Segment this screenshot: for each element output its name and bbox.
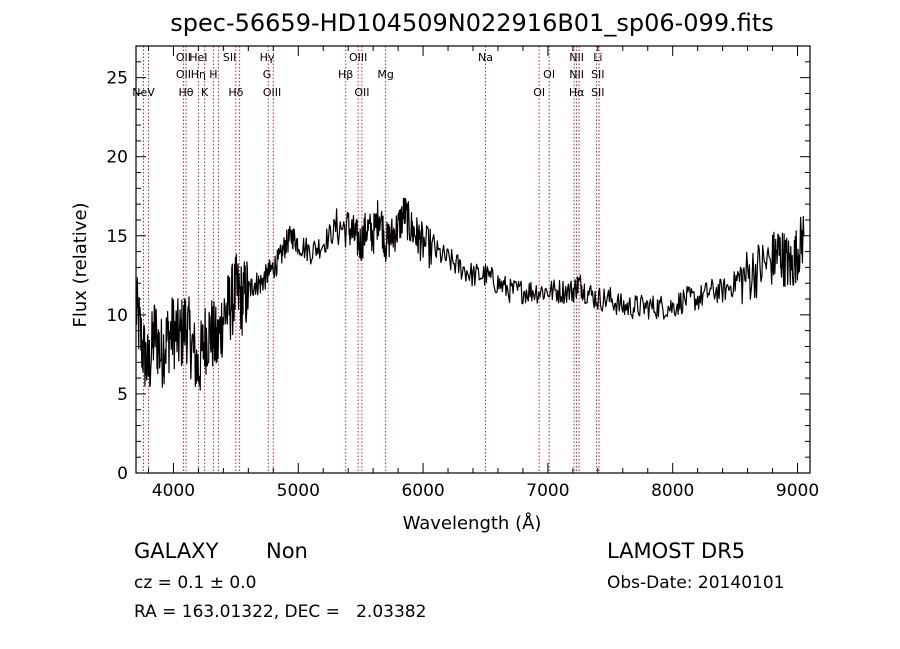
line-label: Hβ [338, 68, 353, 81]
line-label: Li [593, 51, 602, 64]
line-label: H [209, 68, 217, 81]
x-tick-label: 8000 [651, 481, 694, 501]
y-axis-label: Flux (relative) [70, 202, 91, 327]
line-label: HeI [189, 51, 207, 64]
line-label: Hγ [260, 51, 275, 64]
line-label: Na [478, 51, 493, 64]
line-label: K [201, 86, 209, 99]
x-tick-label: 6000 [401, 481, 444, 501]
y-tick-label: 5 [117, 385, 128, 405]
emission-line-labels: NeV OII OII Hθ HeI Hη KH SII Hδ Hγ G OIII Hβ OIII OII M… [132, 51, 604, 99]
x-tick-label: 4000 [152, 481, 195, 501]
line-label: OI [543, 68, 555, 81]
line-label: SII [591, 68, 604, 81]
line-label: G [263, 68, 272, 81]
object-class: GALAXY [134, 539, 219, 563]
y-tick-label: 15 [106, 227, 128, 247]
line-label: NII [569, 68, 584, 81]
x-tick-label: 9000 [776, 481, 819, 501]
line-label: OIII [263, 86, 281, 99]
survey-name: LAMOST DR5 [607, 539, 746, 563]
y-axis-ticks: 0 5 10 15 20 25 [106, 61, 810, 484]
y-tick-label: 20 [106, 148, 128, 168]
line-label: OIII [349, 51, 367, 64]
y-tick-label: 10 [106, 306, 128, 326]
x-tick-label: 5000 [277, 481, 320, 501]
line-label: Hα [569, 86, 585, 99]
line-label: NII [569, 51, 584, 64]
chart-title: spec-56659-HD104509N022916B01_sp06-099.f… [170, 9, 774, 37]
y-tick-label: 25 [106, 69, 128, 89]
line-label: SII [591, 86, 604, 99]
line-label: OII [176, 68, 191, 81]
coordinates: RA = 163.01322, DEC = 2.03382 [134, 602, 427, 622]
x-axis-label: Wavelength (Å) [403, 512, 542, 534]
x-tick-label: 7000 [526, 481, 569, 501]
plot-frame [135, 45, 811, 474]
line-label: OII [176, 51, 191, 64]
line-label: Hθ [179, 86, 194, 99]
line-label: NeV [132, 86, 155, 99]
line-label: Hη [191, 68, 206, 81]
line-label: OII [354, 86, 369, 99]
line-label: SII [223, 51, 236, 64]
emission-line-markers [142, 46, 600, 473]
line-label: Hδ [228, 86, 243, 99]
observation-date: Obs-Date: 20140101 [607, 573, 785, 593]
x-axis-ticks: 4000 5000 6000 7000 8000 9000 [147, 46, 819, 501]
y-tick-label: 0 [117, 464, 128, 484]
spectrum-series-line [135, 197, 805, 391]
line-label: OI [533, 86, 545, 99]
line-label: Mg [377, 68, 393, 81]
object-subclass: Non [266, 539, 308, 563]
redshift-value: cz = 0.1 ± 0.0 [134, 573, 257, 593]
